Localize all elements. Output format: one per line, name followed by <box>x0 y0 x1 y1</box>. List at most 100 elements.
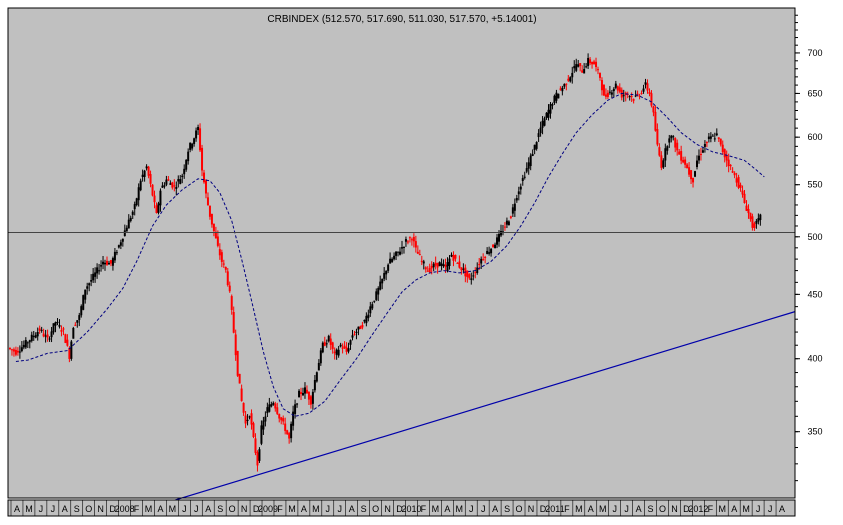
candle-body <box>658 147 661 156</box>
candle-body <box>201 147 204 171</box>
candle-body <box>709 136 712 139</box>
candle-body <box>616 86 619 91</box>
y-tick-label: 700 <box>807 48 822 58</box>
candle-body <box>260 425 263 444</box>
candle-body <box>234 334 237 356</box>
candle-body <box>741 190 744 195</box>
x-tick-label: A <box>14 504 20 514</box>
candle-body <box>450 254 453 257</box>
candle-body <box>731 171 734 173</box>
candle-body <box>303 387 306 394</box>
candle-body <box>30 334 33 341</box>
candle-body <box>563 84 566 87</box>
candle-body <box>238 373 241 384</box>
candle-body <box>587 57 590 67</box>
candle-body <box>632 99 635 101</box>
candle-body <box>262 420 265 430</box>
candle-body <box>387 264 390 271</box>
candle-body <box>288 433 291 439</box>
candle-body <box>674 138 677 148</box>
candle-body <box>14 349 17 355</box>
candle-body <box>737 177 740 188</box>
candle-body <box>76 320 79 323</box>
x-tick-label: A <box>588 504 594 514</box>
candle-body <box>751 216 754 228</box>
candle-body <box>680 151 683 161</box>
x-tick-label: N <box>528 504 535 514</box>
candle-body <box>486 250 489 254</box>
candle-body <box>135 198 138 206</box>
candle-body <box>86 286 89 289</box>
y-tick-label: 600 <box>807 132 822 142</box>
candle-body <box>610 92 613 95</box>
candle-body <box>705 142 708 144</box>
x-tick-label: O <box>516 504 523 514</box>
candle-body <box>412 236 415 242</box>
candle-body <box>270 404 273 407</box>
candle-body <box>224 266 227 270</box>
candle-body <box>600 80 603 91</box>
candle-body <box>102 261 105 265</box>
x-tick-label: F <box>134 504 140 514</box>
candle-body <box>191 143 194 149</box>
x-tick-label: N <box>97 504 104 514</box>
y-axis: 350 400 450 500 550 600 650 700 <box>795 14 823 482</box>
candle-body <box>155 205 158 213</box>
candle-body <box>353 333 356 335</box>
candle-body <box>123 230 126 236</box>
candle-body <box>444 264 447 267</box>
candle-body <box>20 347 23 352</box>
candle-body <box>173 185 176 187</box>
candle-body <box>743 193 746 204</box>
candle-body <box>662 160 665 168</box>
candle-body <box>468 274 471 279</box>
x-tick-label: S <box>74 504 80 514</box>
candle-body <box>482 259 485 261</box>
candle-body <box>494 244 497 249</box>
x-tick-label: S <box>217 504 223 514</box>
candle-body <box>458 261 461 268</box>
candle-body <box>735 178 738 183</box>
x-tick-label: A <box>205 504 211 514</box>
candle-body <box>163 185 166 187</box>
candle-body <box>246 419 249 421</box>
candle-body <box>622 95 625 97</box>
x-tick-label: O <box>659 504 666 514</box>
candle-body <box>559 88 562 90</box>
candle-body <box>151 184 154 196</box>
candle-body <box>240 388 243 401</box>
candle-body <box>115 252 118 254</box>
candle-body <box>462 268 465 270</box>
candle-body <box>430 265 433 269</box>
candle-body <box>717 137 720 139</box>
candle-body <box>242 402 245 413</box>
candle-body <box>602 84 605 96</box>
candle-body <box>399 251 402 255</box>
candle-body <box>608 91 611 93</box>
candle-body <box>634 95 637 97</box>
y-tick-label: 650 <box>807 88 822 98</box>
candle-body <box>707 136 710 140</box>
candle-body <box>585 66 588 68</box>
x-axis-strip <box>7 499 796 517</box>
candle-body <box>250 413 253 425</box>
candle-body <box>80 306 83 316</box>
candle-body <box>153 195 156 203</box>
candle-body <box>428 268 431 273</box>
candle-body <box>210 213 213 225</box>
candle-body <box>389 258 392 264</box>
candle-body <box>452 255 455 261</box>
candle-body <box>26 342 29 344</box>
candle-body <box>694 171 697 177</box>
candle-body <box>323 342 326 346</box>
candle-body <box>519 186 522 190</box>
candle-body <box>36 331 39 337</box>
x-tick-label: M <box>25 504 33 514</box>
candle-body <box>692 177 695 183</box>
trend-line <box>122 311 796 517</box>
candle-body <box>456 262 459 264</box>
candle-body <box>515 198 518 201</box>
x-tick-label: M <box>145 504 153 514</box>
candle-body <box>511 207 514 214</box>
x-tick-label: N <box>671 504 678 514</box>
